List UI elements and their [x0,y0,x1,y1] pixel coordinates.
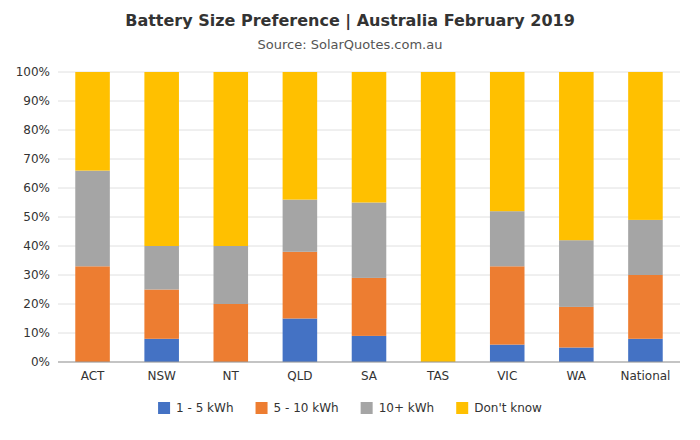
bar-segment [75,266,110,362]
x-tick-label: TAS [426,369,449,383]
bar-segment [144,339,179,362]
bars [75,72,662,362]
bar-segment [490,211,525,266]
subtitle: Source: SolarQuotes.com.au [258,37,443,52]
bar-segment [283,72,318,200]
bar-segment [352,203,387,278]
bar-segment [352,336,387,362]
bar-segment [490,345,525,362]
legend-swatch [361,402,373,414]
y-tick-label: 100% [16,65,50,79]
legend-item: Don't know [456,401,542,415]
legend-item: 10+ kWh [361,401,435,415]
bar-segment [421,72,456,362]
y-tick-label: 50% [23,210,50,224]
y-tick-label: 80% [23,123,50,137]
x-tick-label: QLD [287,369,312,383]
bar-segment [628,220,663,275]
legend-label: 5 - 10 kWh [274,401,339,415]
x-tick-label: VIC [497,369,517,383]
bar-segment [214,72,249,246]
bar-segment [75,72,110,171]
bar-segment [214,304,249,362]
x-tick-label: NSW [147,369,176,383]
legend-swatch [256,402,268,414]
legend-swatch [158,402,170,414]
series [75,72,662,362]
legend-label: Don't know [474,401,542,415]
bar-segment [559,72,594,240]
y-tick-label: 90% [23,94,50,108]
legend-label: 10+ kWh [379,401,435,415]
bar-segment [144,246,179,290]
bar-segment [490,266,525,344]
bar-segment [283,252,318,319]
x-tick-label: WA [567,369,587,383]
grid-line [58,362,680,363]
x-tick-label: SA [361,369,378,383]
bar-segment [628,339,663,362]
legend-label: 1 - 5 kWh [176,401,233,415]
legend-item: 1 - 5 kWh [158,401,233,415]
bar-segment [283,200,318,252]
bar-segment [628,72,663,220]
x-tick-label: NT [223,369,240,383]
bar-segment [628,275,663,339]
bar-segment [559,348,594,363]
y-tick-label: 60% [23,181,50,195]
bar-segment [144,72,179,246]
bar-segment [352,72,387,203]
chart: Battery Size Preference | Australia Febr… [0,0,700,440]
bar-segment [559,240,594,307]
grid [58,72,680,362]
bar-segment [352,278,387,336]
bar-segment [214,246,249,304]
x-tick-label: ACT [81,369,105,383]
legend-item: 5 - 10 kWh [256,401,339,415]
bar-segment [283,319,318,363]
bar-segment [144,290,179,339]
y-tick-label: 40% [23,239,50,253]
y-tick-label: 70% [23,152,50,166]
y-tick-label: 0% [31,355,50,369]
legend-swatch [456,402,468,414]
y-tick-label: 10% [23,326,50,340]
bar-segment [490,72,525,211]
bar-segment [75,171,110,267]
x-axis-line [58,362,680,363]
title: Battery Size Preference | Australia Febr… [125,11,575,31]
bar-segment [559,307,594,348]
legend: 1 - 5 kWh 5 - 10 kWh 10+ kWh Don't know [158,401,542,415]
x-tick-label: National [620,369,670,383]
y-tick-label: 30% [23,268,50,282]
y-tick-label: 20% [23,297,50,311]
